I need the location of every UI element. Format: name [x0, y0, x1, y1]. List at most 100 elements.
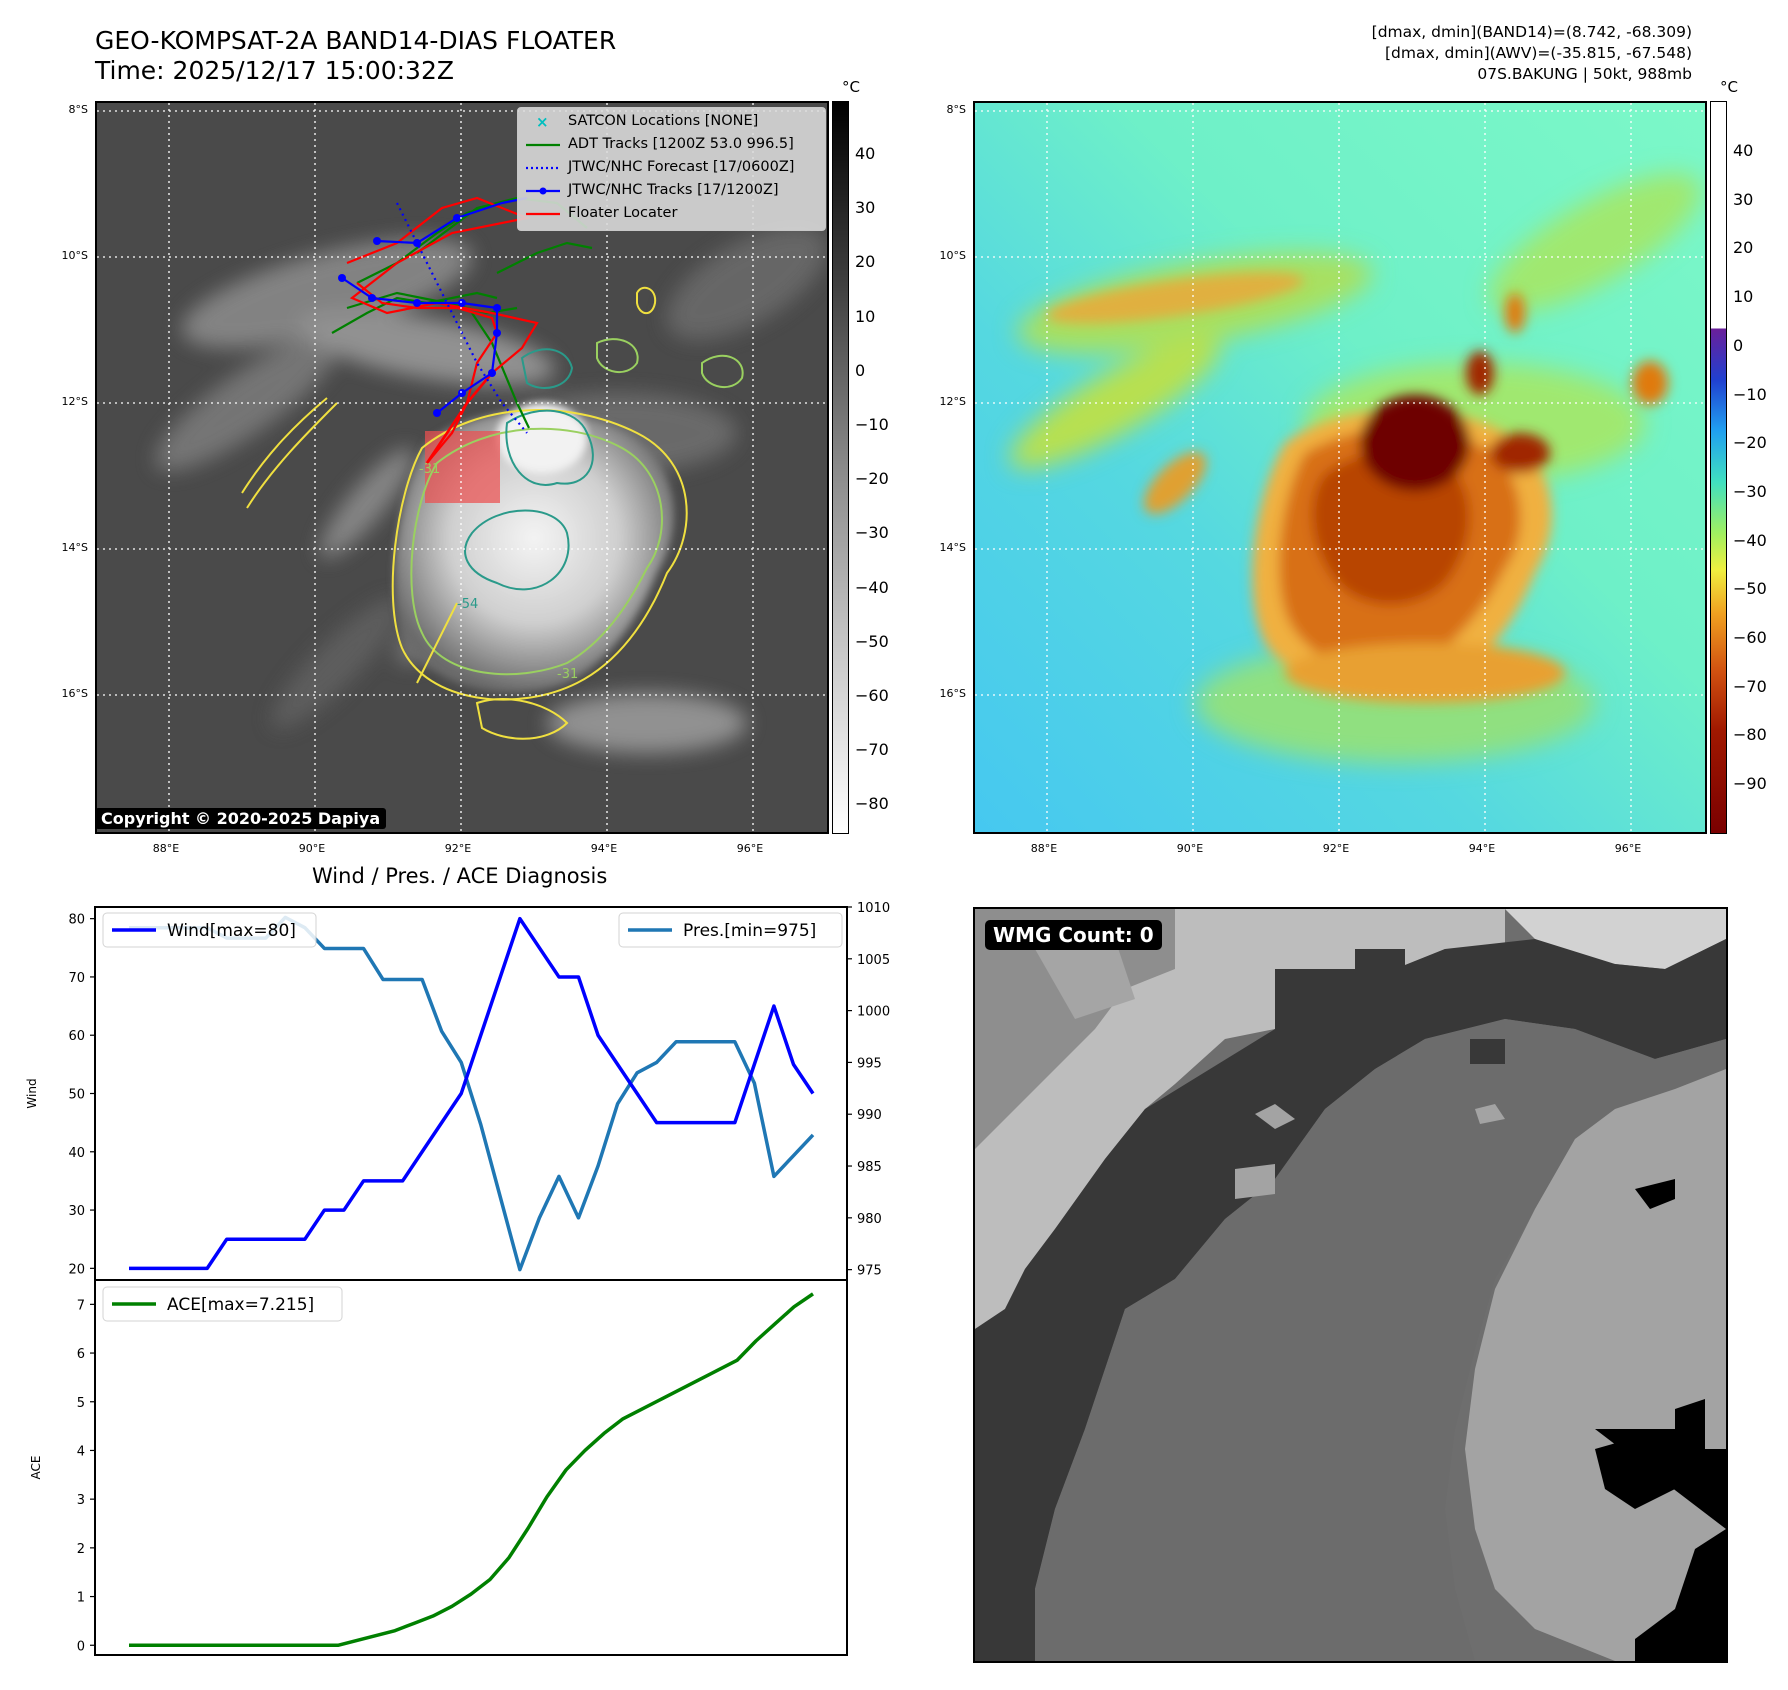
ace-frame: [94, 1279, 848, 1656]
colorbar-tick-label: −70: [855, 740, 889, 760]
pressure-axis-label: Pressure: [919, 1068, 920, 1119]
lon-label: 88°E: [1030, 842, 1058, 855]
diagnosis-title: Wind / Pres. / ACE Diagnosis: [312, 864, 608, 888]
info-line-awv: [dmax, dmin](AWV)=(-35.815, -67.548): [1385, 44, 1692, 62]
lat-label: 8°S: [68, 103, 88, 116]
contour-label: -31: [557, 667, 578, 682]
wind-tick-label: 20: [68, 1262, 85, 1277]
solid-line-icon: [526, 212, 560, 216]
info-line-band14: [dmax, dmin](BAND14)=(8.742, -68.309): [1371, 23, 1692, 41]
wind-tick-label: 80: [68, 913, 85, 928]
ace-tick-label: 6: [77, 1347, 85, 1362]
svg-text:×: ×: [536, 113, 549, 131]
ace-tick-label: 4: [77, 1444, 85, 1459]
colorbar-tick-label: −90: [1733, 774, 1767, 794]
legend-floater: Floater Locater: [518, 203, 825, 225]
ir-color-map-panel[interactable]: [973, 101, 1707, 834]
pressure-tick-label: 990: [857, 1108, 882, 1123]
colorbar-tick-label: −50: [855, 631, 889, 651]
wind-axis-label: Wind: [25, 1078, 39, 1108]
diagnosis-chart: 2030405060708097598098599099510001005101…: [25, 901, 920, 1656]
lat-label: 10°S: [939, 249, 966, 262]
pressure-tick-label: 995: [857, 1056, 882, 1071]
contour-label: -54: [457, 597, 478, 612]
colorbar-tick-label: −30: [1733, 481, 1767, 501]
colorbar-tick-label: −40: [855, 577, 889, 597]
wind-tick-label: 60: [68, 1029, 85, 1044]
colorbar-tick-label: 0: [1733, 335, 1744, 355]
colorbar-tick-label: −80: [855, 794, 889, 814]
lon-label: 90°E: [298, 842, 326, 855]
lat-label: 12°S: [939, 395, 966, 408]
lon-label: 94°E: [590, 842, 618, 855]
map-legend: × SATCON Locations [NONE] ADT Tracks [12…: [517, 107, 826, 231]
wind-tick-label: 50: [68, 1088, 85, 1103]
chart-title-line2: Time: 2025/12/17 15:00:32Z: [95, 56, 454, 85]
colorbar-tick-label: 30: [1733, 189, 1754, 209]
pressure-tick-label: 985: [857, 1160, 882, 1175]
wind-tick-label: 30: [68, 1204, 85, 1219]
ace-tick-label: 1: [77, 1591, 85, 1606]
solid-line-icon: [526, 143, 560, 147]
legend-jtwc-forecast: JTWC/NHC Forecast [17/0600Z]: [518, 157, 825, 179]
ir-map-panel[interactable]: -31 -54 -31: [95, 101, 829, 834]
pressure-legend-box: [618, 912, 843, 948]
lat-label: 8°S: [946, 103, 966, 116]
colorbar-tick-label: −10: [1733, 384, 1767, 404]
contour-label: -31: [419, 462, 440, 477]
colorbar-tick-label: −60: [855, 686, 889, 705]
colorbar-tick-label: −80: [1733, 725, 1767, 745]
pressure-line: [129, 915, 815, 1272]
copyright-label: Copyright © 2020-2025 Dapiya: [95, 808, 387, 829]
lat-label: 14°S: [939, 541, 966, 554]
colorbar-tick-label: −10: [855, 415, 889, 434]
colorbar-tick-label: −60: [1733, 628, 1767, 647]
lat-label: 10°S: [61, 249, 88, 262]
ir-map-image: -31 -54 -31: [97, 103, 827, 832]
lon-label: 96°E: [1614, 842, 1642, 855]
colorbar-tick-label: 10: [855, 306, 876, 326]
x-marker-icon: ×: [536, 113, 549, 131]
colorbar-tick-label: 20: [1733, 238, 1754, 258]
colorbar-tick-label: −30: [855, 523, 889, 543]
lon-label: 96°E: [736, 842, 764, 855]
ir-color-map-image: [975, 103, 1705, 832]
colorbar-tick-label: −20: [1733, 433, 1767, 453]
ace-tick-label: 0: [77, 1639, 85, 1654]
colorbar-tick-label: 40: [1733, 141, 1754, 160]
dotted-line-icon: [526, 166, 560, 170]
pressure-tick-label: 1005: [857, 953, 890, 968]
legend-jtwc-tracks: JTWC/NHC Tracks [17/1200Z]: [518, 180, 825, 202]
pressure-legend-label: Pres.[min=975]: [683, 921, 816, 941]
colorbar-tick-label: 30: [855, 198, 876, 218]
wmg-panel[interactable]: [973, 907, 1728, 1663]
ace-tick-label: 3: [77, 1493, 85, 1508]
pressure-tick-label: 1010: [857, 901, 890, 916]
legend-adt: ADT Tracks [1200Z 53.0 996.5]: [518, 134, 825, 156]
colorbar-tick-label: −50: [1733, 579, 1767, 599]
colorbar-tick-label: 20: [855, 252, 876, 272]
pressure-tick-label: 980: [857, 1212, 882, 1227]
colorbar-tick-label: −70: [1733, 676, 1767, 696]
lon-label: 88°E: [152, 842, 180, 855]
wmg-image: [975, 909, 1726, 1661]
colorbar-unit: °C: [1720, 78, 1738, 96]
ace-axis-label: ACE: [29, 1456, 43, 1480]
colorbar-tick-label: 10: [1733, 287, 1754, 307]
lon-label: 92°E: [444, 842, 472, 855]
ace-tick-label: 5: [77, 1396, 85, 1411]
colorbar-unit: °C: [842, 78, 860, 96]
colorbar-tick-label: −20: [855, 469, 889, 489]
lon-label: 90°E: [1176, 842, 1204, 855]
colorbar-tick-label: −40: [1733, 530, 1767, 550]
colorbar-tick-label: 40: [855, 144, 876, 163]
ace-legend-box: [102, 1286, 343, 1322]
wind-legend-box: [102, 912, 317, 948]
wind-line: [129, 916, 815, 1271]
wind-tick-label: 40: [68, 1146, 85, 1161]
wind-tick-label: 70: [68, 971, 85, 986]
lat-label: 12°S: [61, 395, 88, 408]
ace-legend-label: ACE[max=7.215]: [167, 1295, 314, 1315]
lon-label: 94°E: [1468, 842, 1496, 855]
gray-colorbar: [832, 101, 849, 834]
